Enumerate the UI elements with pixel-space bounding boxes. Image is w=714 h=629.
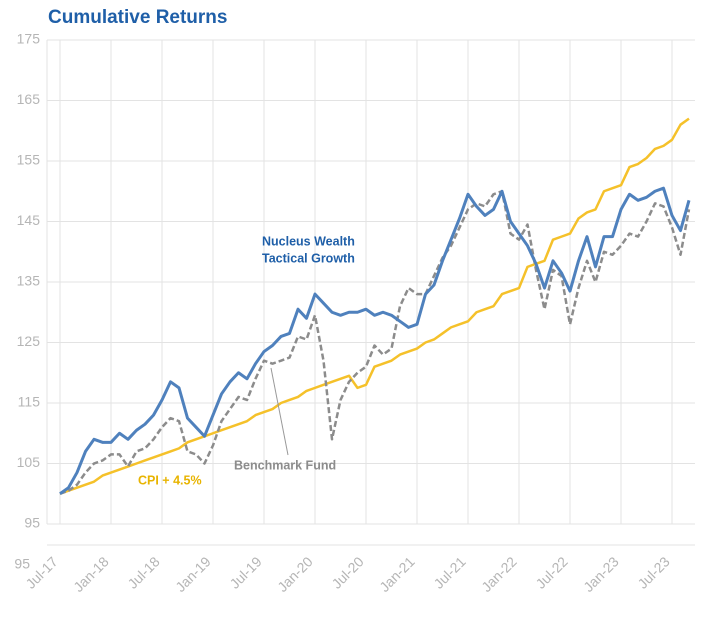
x-tick-label: Jan-21 bbox=[376, 553, 418, 595]
annotation: Tactical Growth bbox=[262, 251, 355, 265]
annotation: Nucleus Wealth bbox=[262, 234, 355, 248]
annotation: Benchmark Fund bbox=[234, 458, 336, 472]
annotation-leader bbox=[270, 367, 289, 456]
x-tick-label: Jan-23 bbox=[580, 553, 622, 595]
series-line bbox=[59, 186, 691, 495]
y-tick-label: 145 bbox=[17, 212, 41, 228]
y-tick-label: 105 bbox=[17, 454, 41, 470]
x-tick-label: Jul-19 bbox=[226, 553, 264, 591]
corner-label: 95 bbox=[14, 556, 30, 572]
x-tick-label: Jul-18 bbox=[124, 553, 162, 591]
y-tick-label: 115 bbox=[18, 394, 41, 410]
y-tick-label: 135 bbox=[17, 273, 41, 289]
x-tick-label: Jan-20 bbox=[274, 553, 316, 595]
series-line bbox=[59, 190, 691, 495]
y-tick-label: 175 bbox=[17, 31, 41, 47]
x-tick-label: Jan-19 bbox=[172, 553, 214, 595]
series-line bbox=[59, 117, 690, 495]
x-tick-label: Jul-20 bbox=[328, 553, 366, 591]
y-tick-label: 165 bbox=[17, 91, 41, 107]
x-tick-label: Jul-22 bbox=[532, 553, 570, 591]
y-tick-label: 95 bbox=[24, 515, 40, 531]
x-tick-label: Jan-22 bbox=[478, 553, 520, 595]
annotation: CPI + 4.5% bbox=[138, 473, 202, 487]
y-tick-label: 125 bbox=[17, 333, 41, 349]
x-tick-label: Jul-21 bbox=[430, 553, 468, 591]
x-tick-label: Jan-18 bbox=[70, 553, 112, 595]
x-tick-label: Jul-23 bbox=[634, 553, 672, 591]
chart-title: Cumulative Returns bbox=[48, 7, 227, 28]
y-tick-label: 155 bbox=[17, 152, 41, 168]
